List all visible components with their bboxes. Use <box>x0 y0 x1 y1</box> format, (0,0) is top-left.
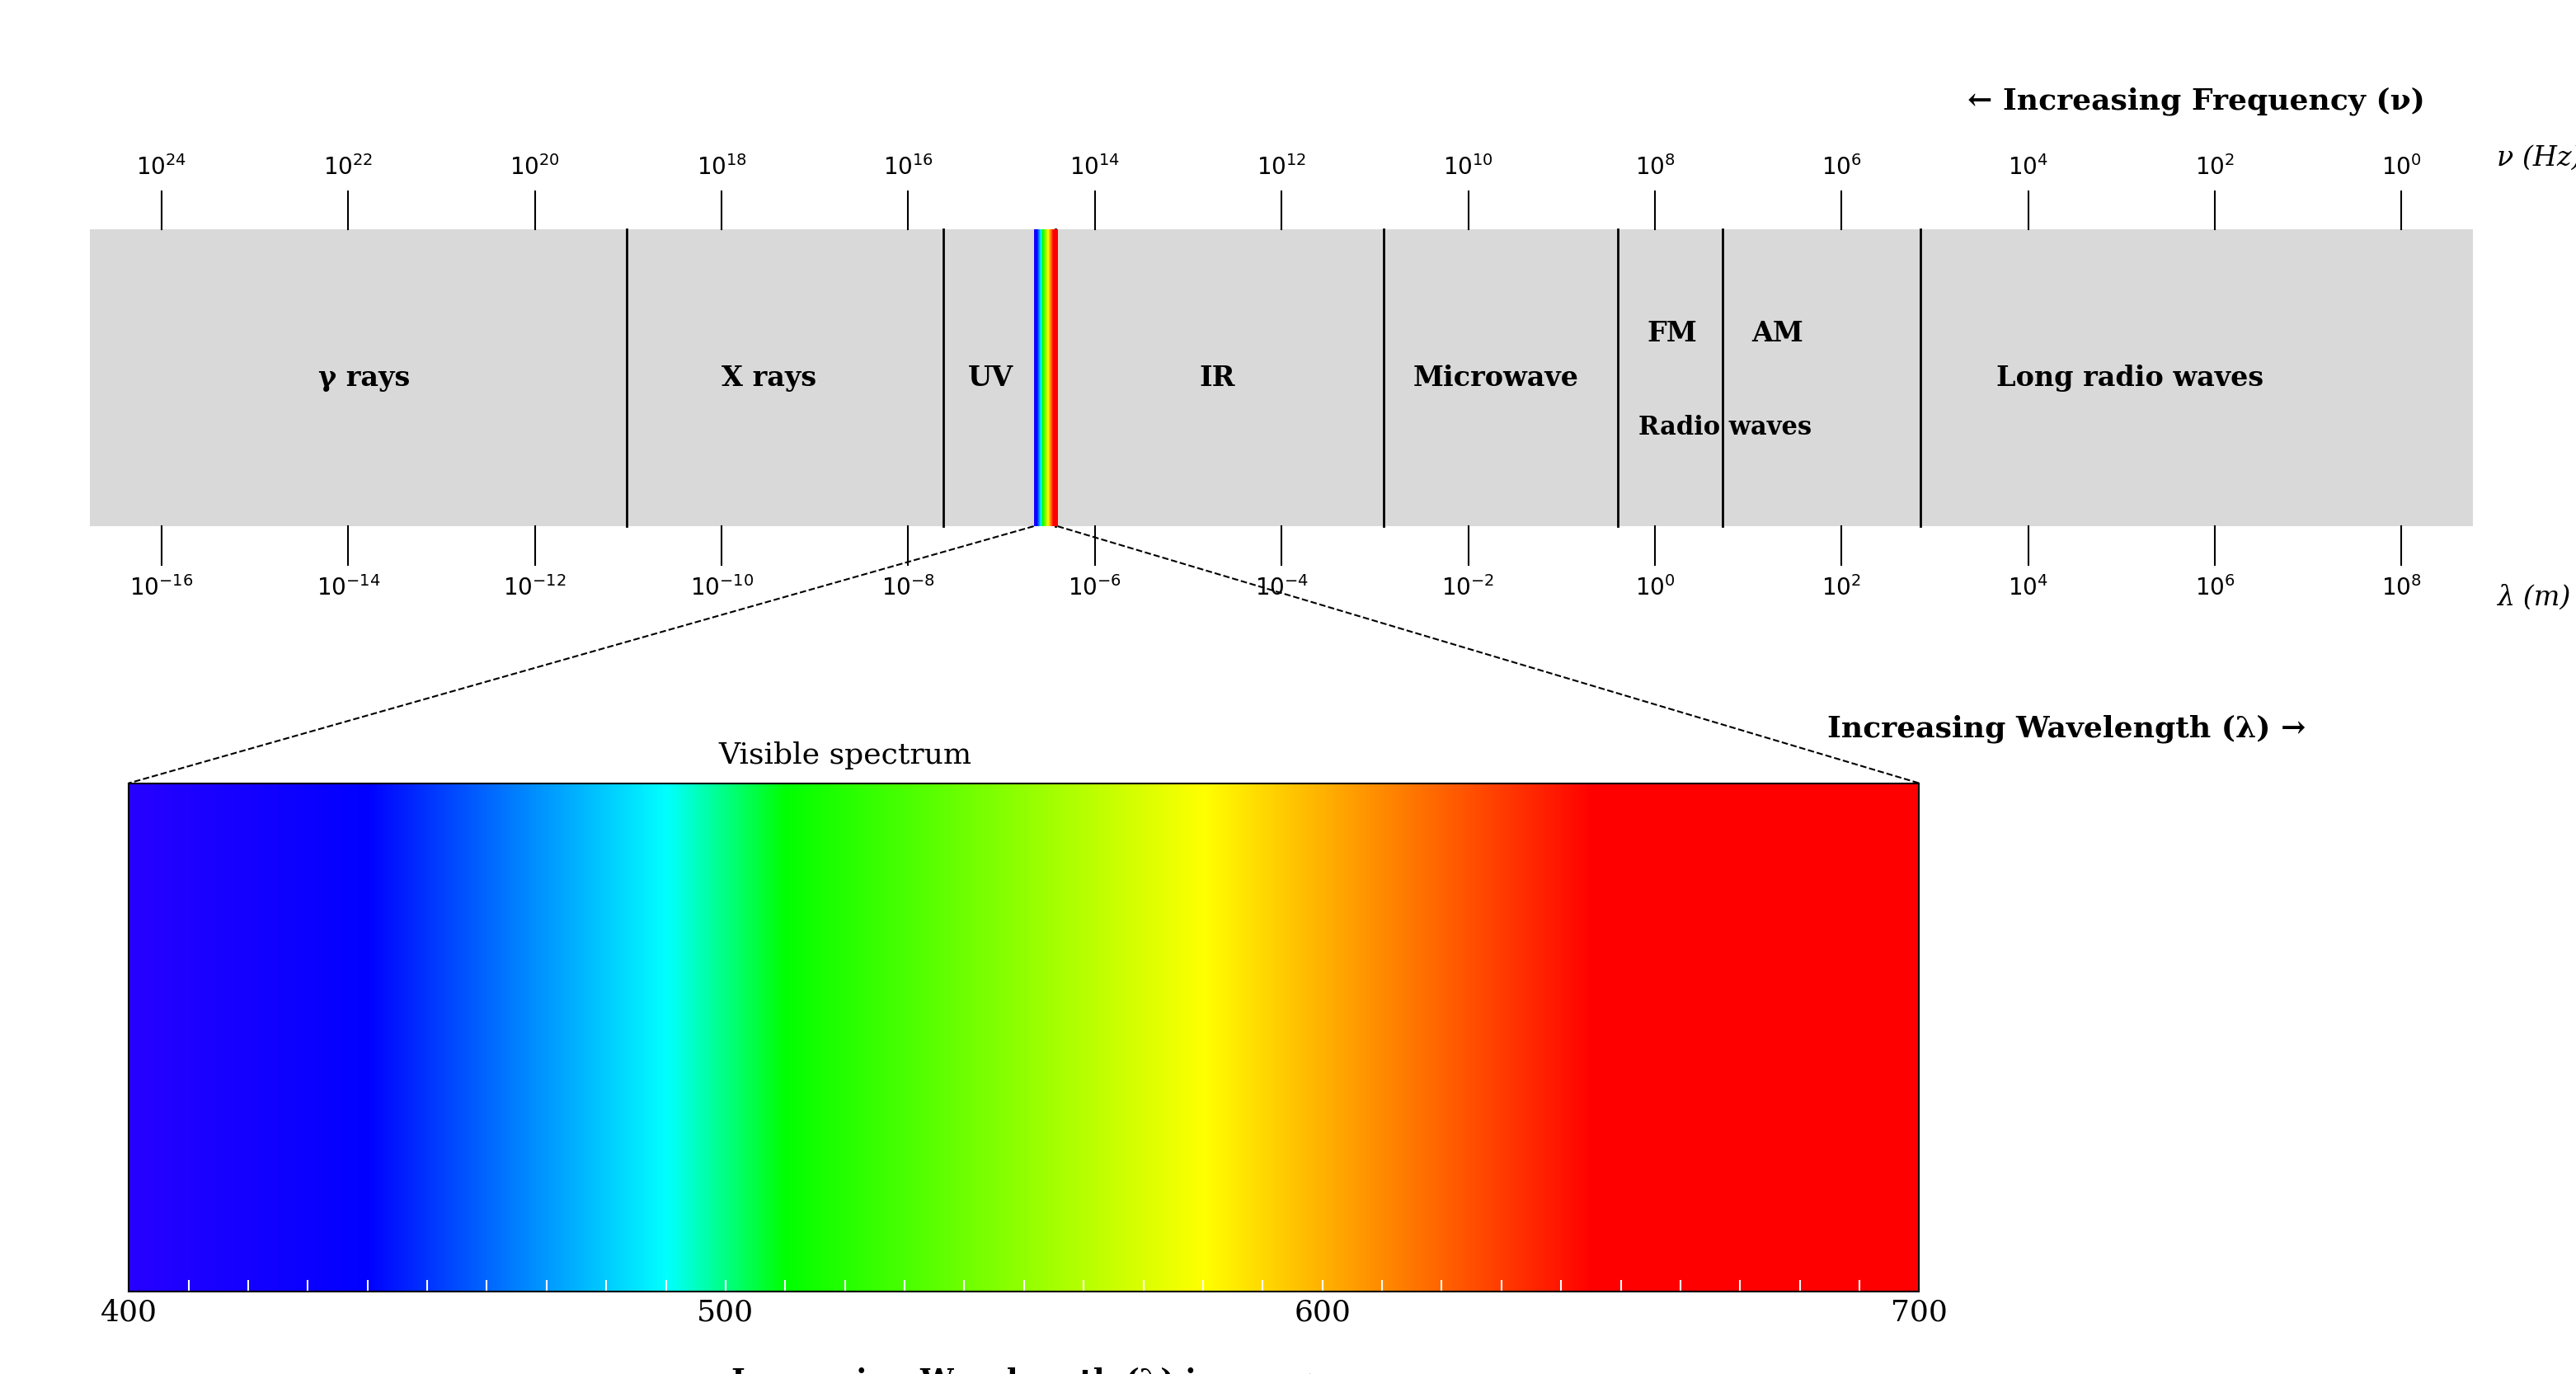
Text: $10^{0}$: $10^{0}$ <box>1636 576 1674 600</box>
Text: IR: IR <box>1200 364 1234 392</box>
Text: $10^{8}$: $10^{8}$ <box>1636 155 1674 180</box>
Text: $10^{24}$: $10^{24}$ <box>137 155 188 180</box>
Text: $10^{6}$: $10^{6}$ <box>1821 155 1862 180</box>
Text: $10^{20}$: $10^{20}$ <box>510 155 559 180</box>
Text: UV: UV <box>969 364 1012 392</box>
Text: $10^{-2}$: $10^{-2}$ <box>1443 576 1494 600</box>
Text: 400: 400 <box>100 1298 157 1326</box>
Text: 600: 600 <box>1293 1298 1350 1326</box>
Text: $10^{6}$: $10^{6}$ <box>2195 576 2236 600</box>
Text: γ rays: γ rays <box>319 364 410 392</box>
Text: $10^{2}$: $10^{2}$ <box>2195 155 2233 180</box>
Text: $10^{0}$: $10^{0}$ <box>2380 155 2421 180</box>
Text: $10^{-10}$: $10^{-10}$ <box>690 576 752 600</box>
Text: $10^{8}$: $10^{8}$ <box>2380 576 2421 600</box>
Text: $10^{-4}$: $10^{-4}$ <box>1255 576 1309 600</box>
Text: $10^{14}$: $10^{14}$ <box>1069 155 1121 180</box>
Text: $10^{-14}$: $10^{-14}$ <box>317 576 381 600</box>
Text: Visible spectrum: Visible spectrum <box>719 742 971 769</box>
Text: $10^{-12}$: $10^{-12}$ <box>502 576 567 600</box>
Text: Increasing Wavelength (λ) in nm →: Increasing Wavelength (λ) in nm → <box>732 1367 1316 1374</box>
Text: Radio waves: Radio waves <box>1638 415 1811 440</box>
Text: X rays: X rays <box>721 364 817 392</box>
Text: $10^{4}$: $10^{4}$ <box>2009 155 2048 180</box>
Text: ← Increasing Frequency (ν): ← Increasing Frequency (ν) <box>1968 87 2427 115</box>
Bar <box>90 229 2473 526</box>
Text: 700: 700 <box>1891 1298 1947 1326</box>
Text: $10^{12}$: $10^{12}$ <box>1257 155 1306 180</box>
Text: Long radio waves: Long radio waves <box>1996 364 2264 392</box>
Text: ν (Hz): ν (Hz) <box>2496 144 2576 172</box>
Text: $10^{16}$: $10^{16}$ <box>884 155 933 180</box>
Text: $10^{18}$: $10^{18}$ <box>696 155 747 180</box>
Text: AM: AM <box>1752 320 1803 348</box>
Text: Microwave: Microwave <box>1414 364 1579 392</box>
Text: $10^{2}$: $10^{2}$ <box>1821 576 1862 600</box>
Text: $10^{-6}$: $10^{-6}$ <box>1069 576 1121 600</box>
Text: $10^{-16}$: $10^{-16}$ <box>129 576 193 600</box>
Text: $10^{22}$: $10^{22}$ <box>325 155 374 180</box>
Text: $10^{-8}$: $10^{-8}$ <box>881 576 935 600</box>
Text: λ (m): λ (m) <box>2496 584 2571 611</box>
Text: FM: FM <box>1646 320 1698 348</box>
Text: Increasing Wavelength (λ) →: Increasing Wavelength (λ) → <box>1826 714 2306 743</box>
Text: 500: 500 <box>698 1298 755 1326</box>
Text: $10^{10}$: $10^{10}$ <box>1443 155 1494 180</box>
Text: $10^{4}$: $10^{4}$ <box>2009 576 2048 600</box>
